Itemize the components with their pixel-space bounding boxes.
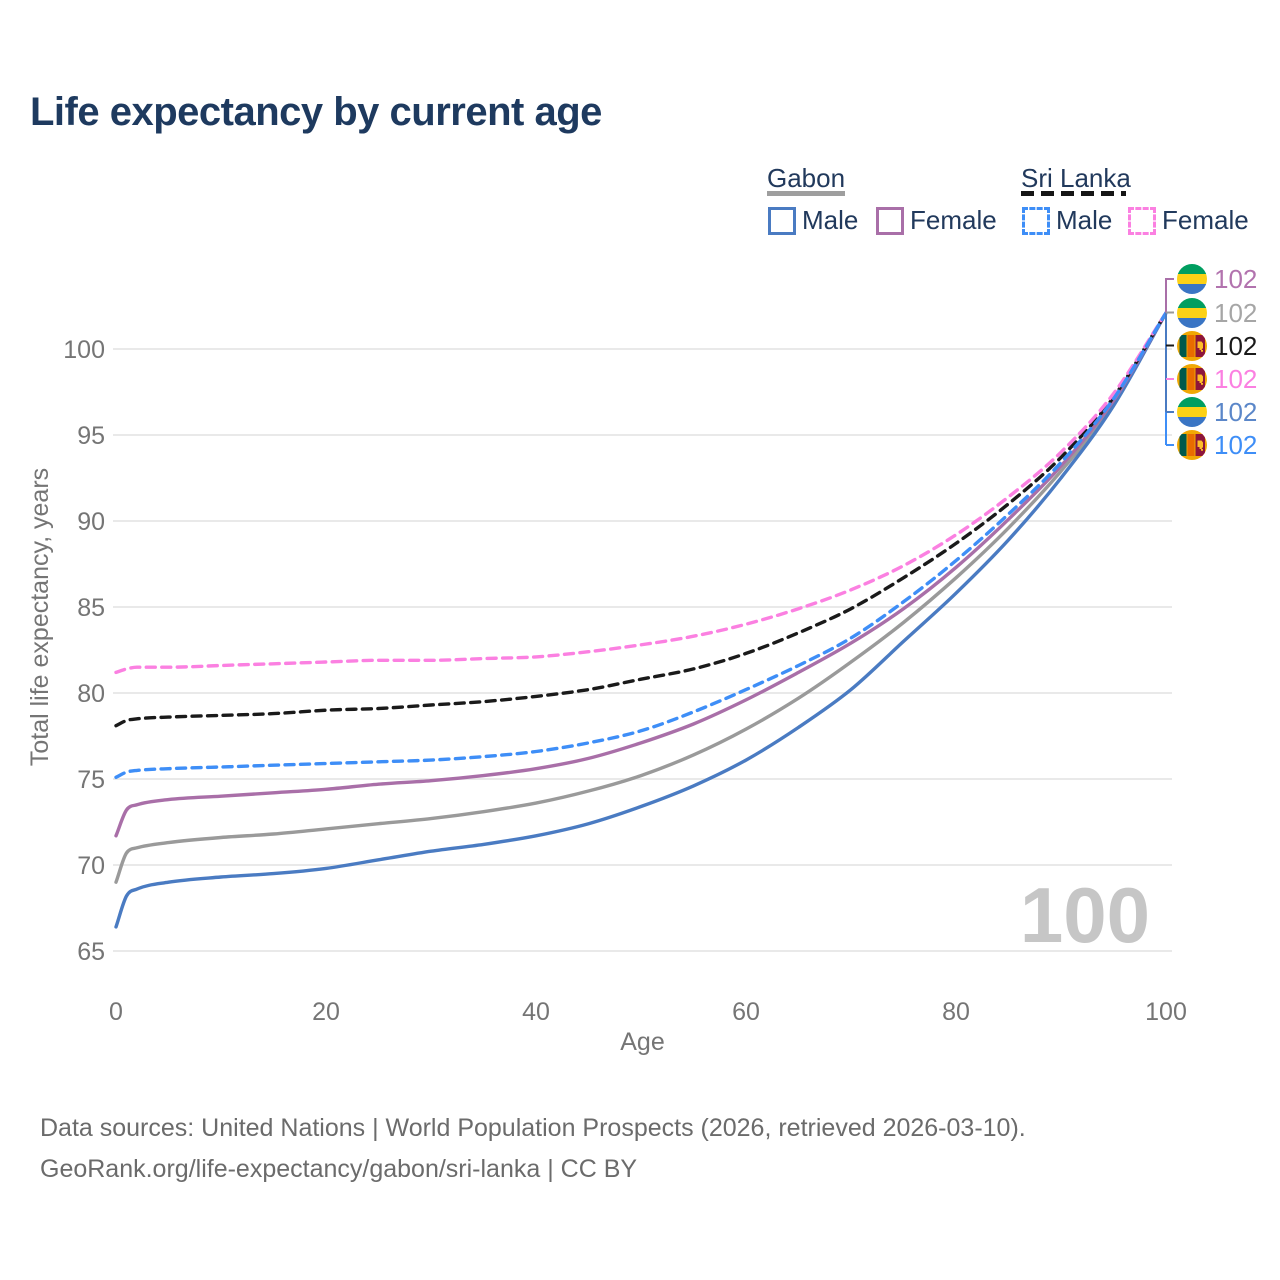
- gabon-flag-icon: [1177, 297, 1207, 328]
- y-tick-label: 70: [77, 852, 105, 880]
- gabon-male-swatch-icon: [768, 206, 796, 235]
- srilanka-flag-icon: [1177, 364, 1207, 394]
- srilanka-lion-glyph: [1197, 440, 1203, 451]
- legend-label: Male: [1056, 205, 1113, 235]
- end-label-gabon-total: 102: [1177, 297, 1258, 328]
- gabon-flag-icon: [1177, 264, 1207, 294]
- legend-group-gabon-title: Gabon: [767, 163, 846, 193]
- x-tick-label: 0: [109, 998, 123, 1026]
- series-line-sri-lanka-male[interactable]: [114, 311, 1168, 779]
- end-value-gabon-total: 102: [1214, 297, 1258, 328]
- srilanka-female-swatch-icon: [1128, 206, 1156, 235]
- series-line-gabon-total[interactable]: [114, 311, 1168, 884]
- gabon-flag-icon: [1177, 397, 1207, 427]
- legend-item-srilanka-female[interactable]: Female: [1128, 205, 1249, 236]
- end-value-srilanka-female: 102: [1214, 364, 1258, 394]
- end-label-srilanka-female: 102: [1177, 364, 1257, 394]
- x-tick-label: 40: [522, 998, 550, 1026]
- x-tick-label: 20: [312, 998, 340, 1026]
- srilanka-lion-glyph: [1197, 374, 1203, 385]
- legend-gabon-linestyle-sample: [767, 191, 845, 196]
- end-value-gabon-female: 102: [1214, 264, 1258, 294]
- data-sources-text: Data sources: United Nations | World Pop…: [40, 1114, 1026, 1142]
- y-axis-title: Total life expectancy, years: [26, 468, 54, 766]
- y-tick-label: 90: [77, 508, 105, 536]
- srilanka-flag-icon: [1177, 330, 1207, 361]
- end-value-gabon-male: 102: [1214, 397, 1258, 427]
- series-line-gabon-male[interactable]: [114, 311, 1168, 929]
- y-tick-label: 95: [77, 422, 105, 450]
- legend-label: Male: [802, 205, 859, 235]
- series-line-sri-lanka-female[interactable]: [114, 311, 1168, 675]
- chart-legend: Gabon Male Female Sri Lanka Male Female: [0, 160, 1280, 240]
- end-value-srilanka-male: 102: [1214, 430, 1258, 460]
- x-tick-label: 60: [732, 998, 760, 1026]
- y-tick-label: 100: [63, 336, 105, 364]
- end-label-gabon-female: 102: [1177, 264, 1257, 294]
- legend-label: Female: [910, 205, 997, 235]
- legend-label: Female: [1162, 205, 1249, 235]
- legend-srilanka-linestyle-sample: [1021, 191, 1126, 196]
- y-tick-label: 75: [77, 766, 105, 794]
- y-tick-label: 80: [77, 680, 105, 708]
- age-watermark: 100: [1019, 871, 1150, 959]
- end-label-gabon-male: 102: [1177, 397, 1257, 427]
- legend-item-gabon-male[interactable]: Male: [768, 205, 858, 236]
- x-axis-title: Age: [620, 1028, 664, 1056]
- end-label-leader-line: [1165, 278, 1174, 313]
- end-label-srilanka-total: 102: [1177, 330, 1258, 361]
- legend-group-srilanka-title: Sri Lanka: [1021, 163, 1131, 193]
- y-tick-label: 85: [77, 594, 105, 622]
- footer: Data sources: United Nations | World Pop…: [40, 1108, 1026, 1189]
- end-value-srilanka-total: 102: [1214, 330, 1258, 361]
- end-label-srilanka-male: 102: [1177, 430, 1257, 460]
- x-tick-label: 100: [1145, 998, 1187, 1026]
- series-line-gabon-female[interactable]: [114, 311, 1168, 838]
- series-line-sri-lanka-total[interactable]: [114, 311, 1168, 728]
- page-title: Life expectancy by current age: [30, 90, 602, 134]
- srilanka-flag-icon: [1177, 430, 1207, 460]
- gabon-female-swatch-icon: [876, 206, 904, 235]
- y-tick-label: 65: [77, 938, 105, 966]
- srilanka-male-swatch-icon: [1022, 206, 1050, 235]
- srilanka-lion-glyph: [1197, 341, 1203, 352]
- legend-item-gabon-female[interactable]: Female: [876, 205, 997, 236]
- x-tick-label: 80: [942, 998, 970, 1026]
- attribution-text: GeoRank.org/life-expectancy/gabon/sri-la…: [40, 1154, 638, 1183]
- legend-item-srilanka-male[interactable]: Male: [1022, 205, 1112, 236]
